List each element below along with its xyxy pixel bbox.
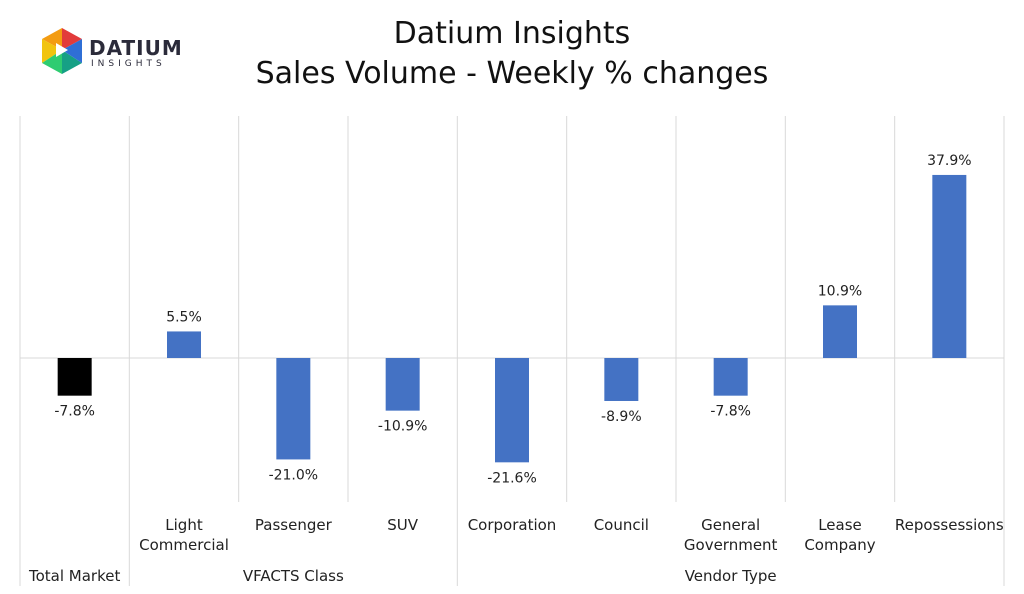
data-label-4: -21.6% <box>487 470 537 486</box>
logo-subtext: INSIGHTS <box>91 59 166 69</box>
category-label-1: Commercial <box>139 536 229 554</box>
category-label-0: Total Market <box>28 567 120 585</box>
bar-0 <box>57 358 92 396</box>
data-label-5: -8.9% <box>601 409 642 425</box>
bar-7 <box>823 305 857 358</box>
category-label-7: Company <box>804 536 875 554</box>
data-label-1: 5.5% <box>166 309 202 325</box>
category-label-1: Light <box>165 516 203 534</box>
bar-8 <box>932 174 967 358</box>
data-label-7: 10.9% <box>818 283 862 299</box>
data-label-8: 37.9% <box>927 153 971 169</box>
bar-6 <box>713 358 748 396</box>
data-label-3: -10.9% <box>378 419 428 435</box>
category-label-7: Lease <box>818 516 862 534</box>
bar-4 <box>495 358 529 463</box>
logo-wordmark: DATIUM <box>89 36 183 60</box>
category-label-8: Repossessions <box>895 516 1004 534</box>
data-label-2: -21.0% <box>269 467 319 483</box>
category-label-5: Council <box>594 516 649 534</box>
group-label-0: VFACTS Class <box>243 567 344 585</box>
datium-logo: DATIUM INSIGHTS <box>38 26 188 78</box>
data-label-6: -7.8% <box>710 404 751 420</box>
category-label-4: Corporation <box>468 516 557 534</box>
data-label-0: -7.8% <box>54 404 95 420</box>
category-label-3: SUV <box>387 516 419 534</box>
datium-logo-icon <box>42 28 82 74</box>
category-label-6: General <box>701 516 760 534</box>
bar-1 <box>167 331 201 358</box>
category-label-6: Government <box>684 536 778 554</box>
chart-title: Datium Insights <box>393 16 631 51</box>
bar-5 <box>604 358 639 401</box>
category-label-2: Passenger <box>255 516 333 534</box>
bar-2 <box>276 358 311 460</box>
bar-3 <box>385 358 420 411</box>
group-label-1: Vendor Type <box>685 567 777 585</box>
chart-subtitle: Sales Volume - Weekly % changes <box>255 56 769 91</box>
